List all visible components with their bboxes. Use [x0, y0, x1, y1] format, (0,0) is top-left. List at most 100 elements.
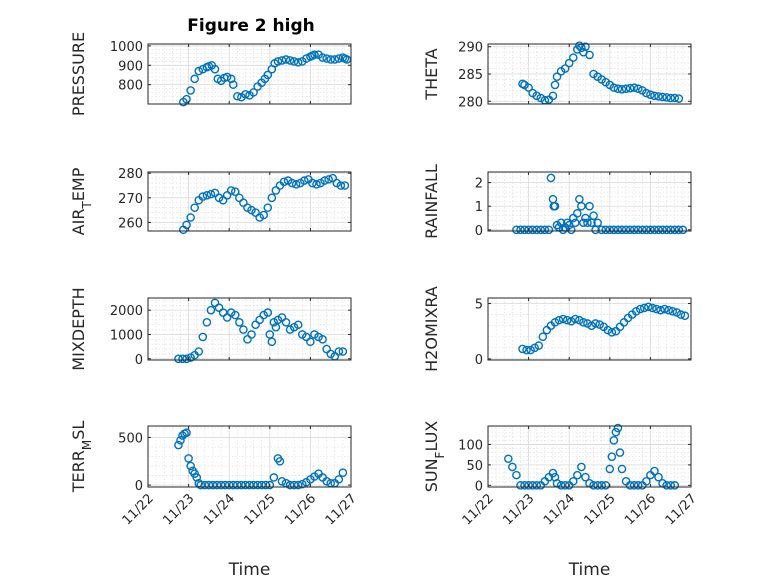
axes-box [147, 297, 352, 361]
data-point [635, 304, 645, 314]
subplot-7: 11/22 11/23 11/24 11/25 11/26 11/27 0 500 TERRMS… [69, 421, 360, 580]
data-point [237, 480, 246, 490]
data-point [562, 315, 572, 325]
data-point [318, 335, 327, 344]
y-axis-label: PRESSURE [69, 32, 88, 116]
data-point [589, 211, 598, 220]
data-point [312, 179, 321, 189]
data-point [597, 225, 606, 235]
data-point [633, 84, 643, 94]
data-point [241, 480, 250, 490]
data-point [247, 330, 256, 339]
y-axis-label: THETA [422, 48, 441, 100]
data-point [654, 472, 663, 482]
data-point [544, 225, 554, 235]
data-point [532, 225, 542, 235]
data-point [613, 84, 623, 94]
subplot-1: 800 900 1000 PRESSURE [69, 32, 352, 116]
y-tick-label: 270 [118, 192, 143, 207]
data-point [658, 225, 667, 235]
data-point [336, 181, 346, 190]
x-tick-label: 11/25 [582, 491, 619, 528]
data-point [666, 481, 676, 490]
data-point [532, 91, 542, 101]
data-point [253, 480, 262, 490]
data-point [338, 468, 348, 478]
data-point [617, 84, 627, 94]
data-point [654, 92, 663, 101]
data-point [518, 344, 527, 354]
data-point [222, 72, 232, 82]
data-point [585, 201, 594, 211]
data-point [577, 201, 586, 211]
data-point [178, 354, 187, 364]
data-point [648, 303, 657, 313]
data-point [174, 354, 183, 364]
data-point [263, 203, 273, 212]
data-point [226, 186, 236, 195]
data-point [652, 304, 661, 314]
y-tick-label: 1000 [110, 40, 143, 55]
data-point [540, 225, 550, 235]
data-point [662, 93, 671, 102]
x-tick-label: 11/26 [622, 491, 659, 528]
subplot-5: 0 1000 2000 MIXDEPTH [69, 287, 352, 371]
data-point [184, 454, 193, 463]
plot-area [148, 298, 351, 360]
data-point [289, 57, 299, 66]
data-point [285, 480, 295, 490]
axes-box [487, 425, 692, 488]
y-axis-label: H2OMIXRA [422, 286, 441, 372]
data-point [297, 479, 307, 489]
data-point [573, 470, 582, 480]
data-point [235, 318, 244, 327]
data-point [208, 480, 218, 490]
data-point [186, 86, 195, 95]
y-tick-label: 0 [475, 479, 483, 494]
data-point [562, 218, 572, 228]
data-point [674, 94, 684, 103]
data-point [310, 50, 319, 59]
data-point [609, 436, 619, 445]
axes-box [487, 171, 692, 232]
data-point [322, 476, 331, 486]
data-point [308, 178, 317, 188]
data-point [285, 56, 295, 65]
data-point [581, 472, 590, 482]
data-point [670, 93, 680, 103]
data-point [577, 462, 586, 472]
data-point [658, 92, 667, 102]
data-point [190, 74, 199, 84]
data-point [194, 66, 204, 76]
data-point [340, 181, 350, 190]
data-point [568, 476, 578, 486]
y-tick-label: 280 [458, 95, 483, 110]
data-point [182, 428, 191, 437]
data-point [625, 83, 635, 93]
data-point [546, 173, 556, 183]
data-point [287, 178, 297, 188]
data-point [593, 481, 602, 490]
data-point [532, 481, 542, 490]
data-point [281, 318, 291, 327]
data-point [680, 311, 690, 321]
data-point [550, 80, 560, 90]
data-point [548, 91, 558, 101]
data-point [678, 225, 688, 235]
data-point [646, 225, 655, 235]
data-point [334, 54, 344, 63]
data-point [633, 225, 643, 235]
data-point [202, 191, 212, 200]
data-point [241, 90, 250, 99]
y-tick-label: 100 [458, 438, 483, 453]
data-point [320, 176, 329, 185]
data-point [233, 480, 242, 490]
axes-box [147, 425, 352, 488]
y-tick-label: 50 [466, 459, 483, 474]
data-point [233, 91, 242, 101]
data-point [568, 53, 578, 62]
x-tick-label: 11/23 [500, 491, 537, 528]
data-point [249, 88, 258, 97]
data-point [629, 83, 639, 92]
y-axis-label: AIRTEMP [69, 167, 94, 235]
